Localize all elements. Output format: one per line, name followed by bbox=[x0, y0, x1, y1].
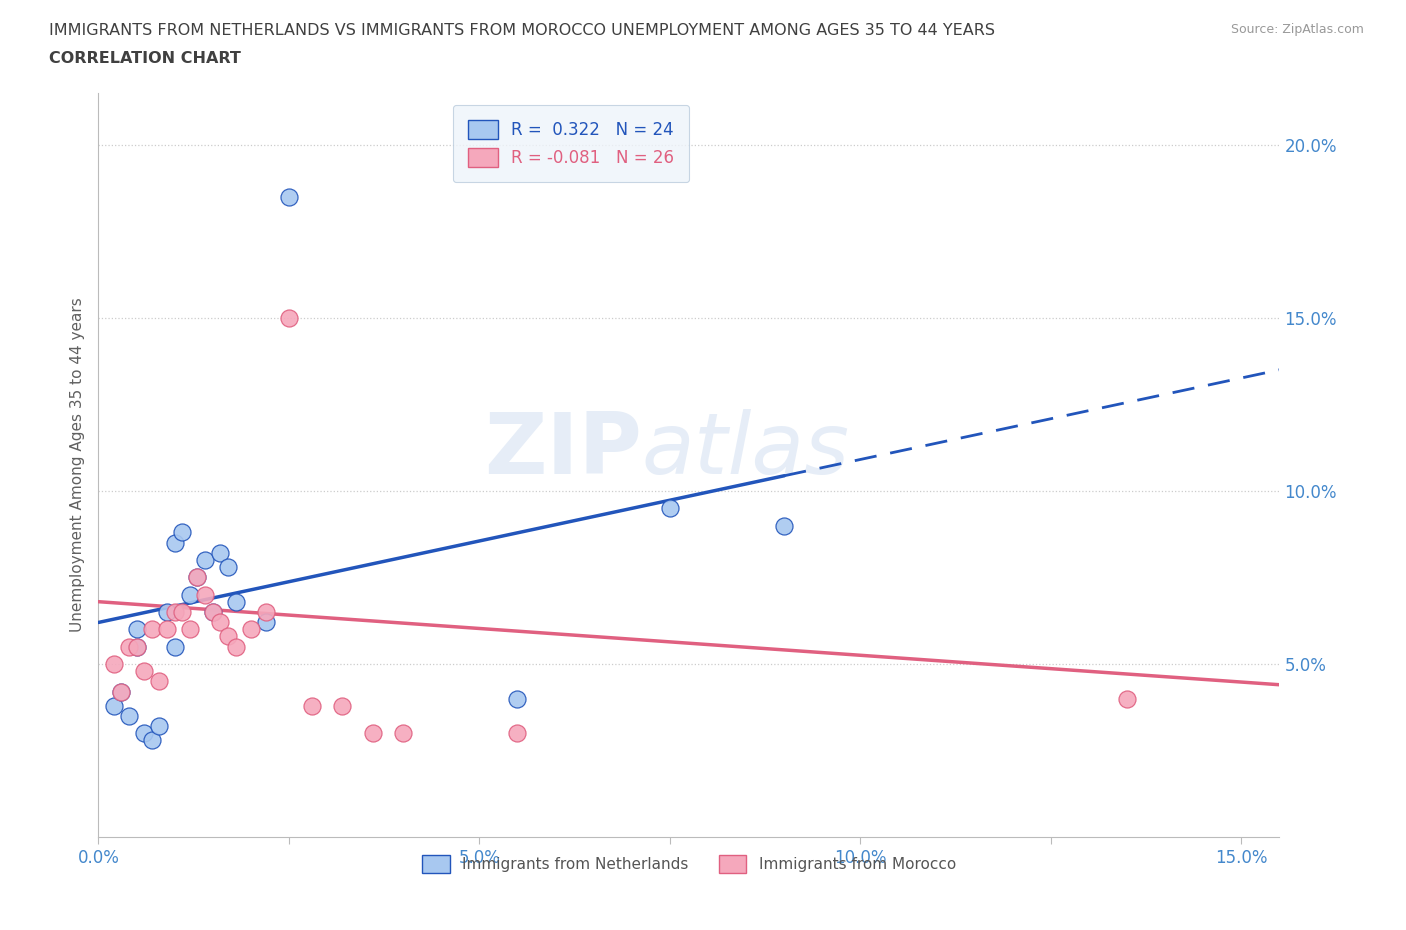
Point bbox=[506, 725, 529, 740]
Point bbox=[361, 725, 384, 740]
Point bbox=[163, 604, 186, 619]
Point bbox=[179, 622, 201, 637]
Point bbox=[156, 604, 179, 619]
Point bbox=[186, 570, 208, 585]
Point bbox=[103, 698, 125, 713]
Point bbox=[118, 639, 141, 654]
Point bbox=[277, 311, 299, 325]
Point bbox=[125, 639, 148, 654]
Point bbox=[194, 588, 217, 603]
Point bbox=[773, 518, 796, 533]
Point bbox=[141, 733, 163, 748]
Point bbox=[163, 536, 186, 551]
Legend: Immigrants from Netherlands, Immigrants from Morocco: Immigrants from Netherlands, Immigrants … bbox=[411, 844, 967, 885]
Point bbox=[301, 698, 323, 713]
Point bbox=[148, 674, 170, 689]
Text: IMMIGRANTS FROM NETHERLANDS VS IMMIGRANTS FROM MOROCCO UNEMPLOYMENT AMONG AGES 3: IMMIGRANTS FROM NETHERLANDS VS IMMIGRANT… bbox=[49, 23, 995, 38]
Point bbox=[110, 684, 132, 699]
Point bbox=[134, 725, 156, 740]
Point bbox=[163, 639, 186, 654]
Text: ZIP: ZIP bbox=[484, 408, 641, 492]
Point bbox=[103, 657, 125, 671]
Point bbox=[134, 663, 156, 678]
Text: atlas: atlas bbox=[641, 408, 849, 492]
Point bbox=[225, 594, 247, 609]
Point bbox=[141, 622, 163, 637]
Point bbox=[110, 684, 132, 699]
Point bbox=[254, 604, 277, 619]
Point bbox=[506, 691, 529, 706]
Point bbox=[201, 604, 224, 619]
Point bbox=[1116, 691, 1139, 706]
Point bbox=[658, 501, 681, 516]
Point bbox=[186, 570, 208, 585]
Point bbox=[172, 525, 194, 540]
Point bbox=[125, 639, 148, 654]
Point bbox=[254, 615, 277, 630]
Point bbox=[201, 604, 224, 619]
Point bbox=[277, 190, 299, 205]
Point bbox=[217, 629, 239, 644]
Point bbox=[330, 698, 353, 713]
Point bbox=[209, 615, 232, 630]
Point bbox=[209, 546, 232, 561]
Point bbox=[148, 719, 170, 734]
Point bbox=[225, 639, 247, 654]
Text: CORRELATION CHART: CORRELATION CHART bbox=[49, 51, 240, 66]
Point bbox=[118, 709, 141, 724]
Point bbox=[179, 588, 201, 603]
Point bbox=[194, 552, 217, 567]
Y-axis label: Unemployment Among Ages 35 to 44 years: Unemployment Among Ages 35 to 44 years bbox=[69, 298, 84, 632]
Text: Source: ZipAtlas.com: Source: ZipAtlas.com bbox=[1230, 23, 1364, 36]
Point bbox=[217, 560, 239, 575]
Point bbox=[156, 622, 179, 637]
Point bbox=[172, 604, 194, 619]
Point bbox=[239, 622, 262, 637]
Point bbox=[125, 622, 148, 637]
Point bbox=[392, 725, 415, 740]
